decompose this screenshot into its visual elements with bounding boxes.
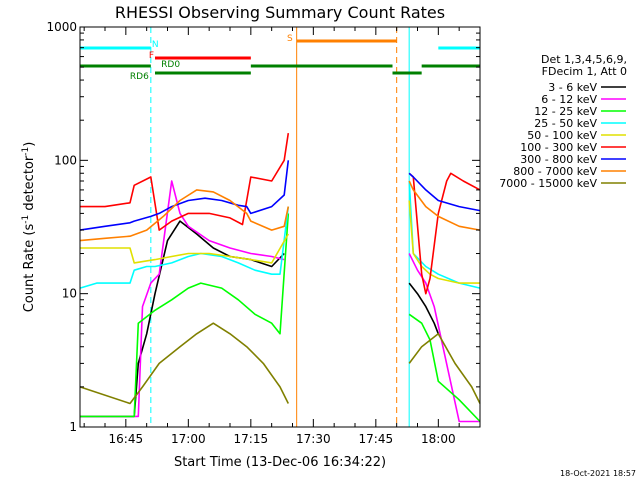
legend: Det 1,3,4,5,6,9,FDecim 1, Att 0 3 - 6 keV… bbox=[499, 53, 627, 190]
series-line-2-1 bbox=[408, 313, 481, 423]
flag-label-rd0: RD0 bbox=[161, 60, 180, 70]
timestamp: 18-Oct-2021 18:57 bbox=[560, 469, 636, 478]
observing-flags: NF RD0 RD6 S bbox=[80, 34, 480, 82]
y-tick-label-3: 1000 bbox=[46, 20, 77, 34]
legend-header-1: FDecim 1, Att 0 bbox=[542, 65, 627, 78]
x-axis-label: Start Time (13-Dec-06 16:34:22) bbox=[174, 455, 386, 470]
flag-label-n: N bbox=[152, 40, 159, 50]
series-line-3-0 bbox=[79, 206, 290, 289]
legend-label-3: 25 - 50 keV bbox=[534, 117, 597, 130]
legend-header-0: Det 1,3,4,5,6,9, bbox=[541, 53, 627, 66]
x-tick-label-0: 16:45 bbox=[109, 432, 144, 446]
series-line-1-1 bbox=[408, 253, 480, 423]
legend-label-7: 800 - 7000 keV bbox=[513, 165, 597, 178]
y-tick-label-0: 1 bbox=[69, 420, 77, 434]
x-tick-label-1: 17:00 bbox=[171, 432, 206, 446]
series-line-6-1 bbox=[408, 172, 481, 212]
x-axis: 16:45 17:00 17:15 17:30 17:45 18:00 bbox=[83, 27, 481, 446]
y-axis-label-a: Count Rate (s bbox=[22, 224, 37, 313]
series-lines bbox=[79, 132, 481, 423]
x-tick-label-3: 17:30 bbox=[296, 432, 331, 446]
legend-label-5: 100 - 300 keV bbox=[520, 141, 597, 154]
legend-label-6: 300 - 800 keV bbox=[520, 153, 597, 166]
y-axis-label-c: ) bbox=[22, 142, 37, 147]
y-axis-label-b: detector bbox=[22, 155, 37, 215]
series-line-5-1 bbox=[408, 172, 481, 295]
series-line-0-1 bbox=[408, 282, 440, 335]
y-axis: 1 10 100 1000 bbox=[46, 20, 480, 434]
chart-title: RHESSI Observing Summary Count Rates bbox=[115, 3, 445, 22]
y-tick-label-1: 10 bbox=[62, 287, 77, 301]
series-line-7-1 bbox=[408, 180, 481, 231]
series-line-1-0 bbox=[80, 180, 285, 418]
y-axis-label-sup2: -1 bbox=[21, 147, 31, 156]
y-axis-label-sup1: -1 bbox=[21, 215, 31, 224]
x-tick-label-2: 17:15 bbox=[234, 432, 269, 446]
flag-label-f: F bbox=[149, 51, 154, 61]
series-line-8-0 bbox=[79, 322, 290, 405]
flag-label-rd6: RD6 bbox=[130, 72, 149, 82]
series-line-3-1 bbox=[408, 180, 481, 289]
legend-label-1: 6 - 12 keV bbox=[541, 93, 597, 106]
series-line-8-1 bbox=[408, 332, 481, 404]
series-line-5-0 bbox=[80, 132, 290, 231]
legend-label-4: 50 - 100 keV bbox=[527, 129, 597, 142]
series-line-4-1 bbox=[408, 200, 480, 284]
series-line-6-0 bbox=[79, 160, 290, 231]
series-line-2-0 bbox=[80, 213, 290, 418]
y-tick-label-2: 100 bbox=[54, 153, 77, 167]
series-line-7-0 bbox=[79, 189, 290, 242]
series-line-0-0 bbox=[80, 220, 285, 418]
legend-label-2: 12 - 25 keV bbox=[534, 105, 597, 118]
legend-label-0: 3 - 6 keV bbox=[548, 81, 597, 94]
flag-label-s: S bbox=[287, 34, 293, 44]
plot-frame bbox=[79, 26, 481, 428]
x-tick-label-4: 17:45 bbox=[359, 432, 394, 446]
y-axis-label: Count Rate (s-1 detector-1) bbox=[21, 142, 37, 313]
series-line-4-0 bbox=[80, 233, 289, 264]
x-tick-label-5: 18:00 bbox=[421, 432, 456, 446]
legend-label-8: 7000 - 15000 keV bbox=[499, 177, 597, 190]
